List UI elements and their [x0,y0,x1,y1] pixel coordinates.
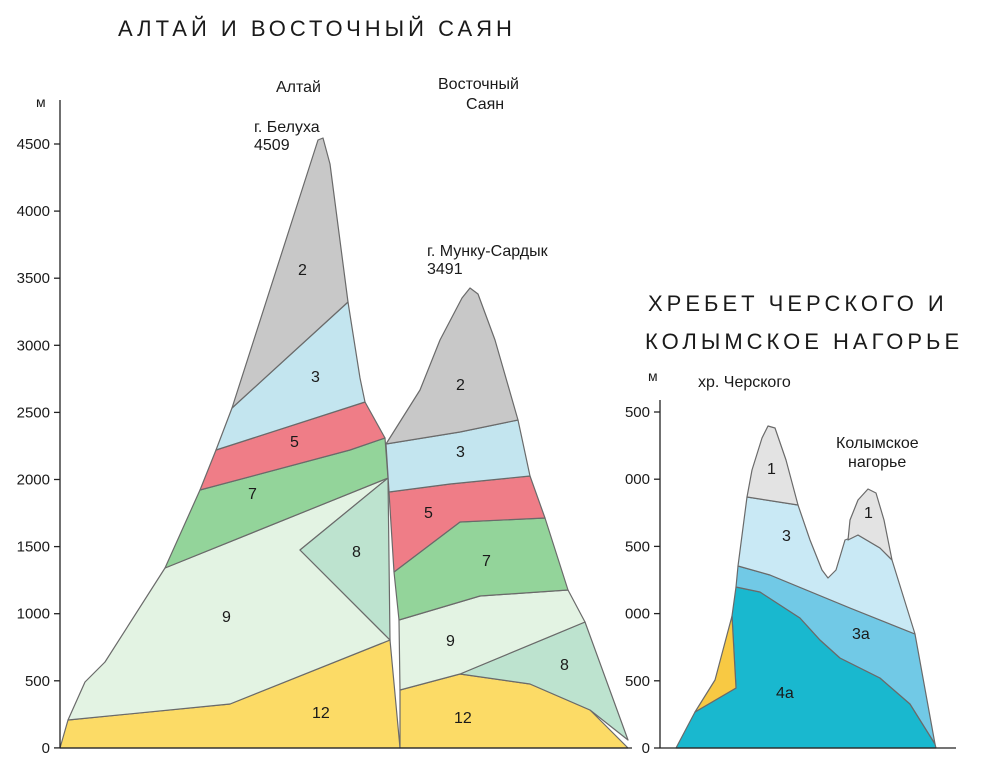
left-panel-title: АЛТАЙ И ВОСТОЧНЫЙ САЯН [118,16,516,41]
chersky-kolyma-profile [675,425,937,749]
left-axis-tick-label: 0 [42,740,50,757]
belukha-height: 4509 [254,137,290,154]
left-axis-unit: м [36,94,46,110]
zone-3-label: 3 [782,528,791,545]
altai-zone-7-label: 7 [248,486,257,503]
sayan-zone-9-label: 9 [446,633,455,650]
sayan-label-line2: Саян [466,96,504,113]
right-axis-unit: м [648,368,658,384]
zone-1-chersky-label: 1 [767,461,776,478]
altai-profile [59,137,401,749]
right-axis-tick-label: 000 [625,606,650,623]
zone-1-kolyma [847,488,893,561]
zone-orange [694,615,737,713]
altai-zone-5-label: 5 [290,434,299,451]
munku-sardyk-name: г. Мунку-Сардык [427,243,549,260]
altai-label: Алтай [276,79,321,96]
right-axis-tick-label: 500 [625,673,650,690]
left-axis-tick-label: 3500 [17,270,50,287]
zone-3 [737,496,916,635]
kolyma-label-line1: Колымское [836,435,919,452]
right-y-axis: 500 000 500 000 500 0 м [625,368,956,757]
sayan-zone-7-label: 7 [482,553,491,570]
sayan-profile [385,287,629,749]
munku-sardyk-height: 3491 [427,261,463,278]
sayan-zone-5-label: 5 [424,505,433,522]
right-axis-tick-label: 0 [642,740,650,757]
right-axis-tick-label: 000 [625,471,650,488]
left-axis-tick-label: 1500 [17,539,50,556]
belukha-name: г. Белуха [254,119,320,136]
left-axis-tick-label: 1000 [17,606,50,623]
altai-zone-9-label: 9 [222,609,231,626]
sayan-zone-2-label: 2 [456,377,465,394]
altai-zone-3 [215,301,366,451]
left-axis-tick-label: 500 [25,673,50,690]
right-axis-tick-label: 500 [625,404,650,421]
altai-zone-2-label: 2 [298,262,307,279]
sayan-zone-3-label: 3 [456,444,465,461]
left-axis-tick-label: 2000 [17,472,50,489]
altai-zone-2 [231,137,349,409]
left-axis-tick-label: 4500 [17,136,50,153]
left-axis-tick-label: 4000 [17,203,50,220]
altai-zone-3-label: 3 [311,369,320,386]
left-axis-tick-label: 2500 [17,404,50,421]
left-y-axis: 4500 4000 3500 3000 2500 2000 1500 1000 500 0 м [17,94,632,757]
sayan-zone-8-label: 8 [560,657,569,674]
kolyma-label-line2: нагорье [848,454,906,471]
right-panel-title-line1: ХРЕБЕТ ЧЕРСКОГО И [648,291,948,316]
altai-zone-8 [299,477,391,641]
right-panel: ХРЕБЕТ ЧЕРСКОГО И КОЛЫМСКОЕ НАГОРЬЕ 500 0… [625,291,963,757]
zone-4a-label: 4а [776,685,794,702]
left-axis-tick-label: 3000 [17,337,50,354]
zone-1-kolyma-label: 1 [864,505,873,522]
altai-zone-8-label: 8 [352,544,361,561]
right-axis-tick-label: 500 [625,538,650,555]
sayan-label-line1: Восточный [438,76,519,93]
altai-zone-12-label: 12 [312,705,330,722]
chersky-label: хр. Черского [698,374,791,391]
sayan-zone-2 [385,287,519,445]
altai-zone-5 [199,401,386,491]
sayan-zone-12-label: 12 [454,710,472,727]
right-panel-title-line2: КОЛЫМСКОЕ НАГОРЬЕ [645,329,963,354]
zone-3a-label: 3а [852,626,870,643]
zone-1-chersky [746,425,799,506]
